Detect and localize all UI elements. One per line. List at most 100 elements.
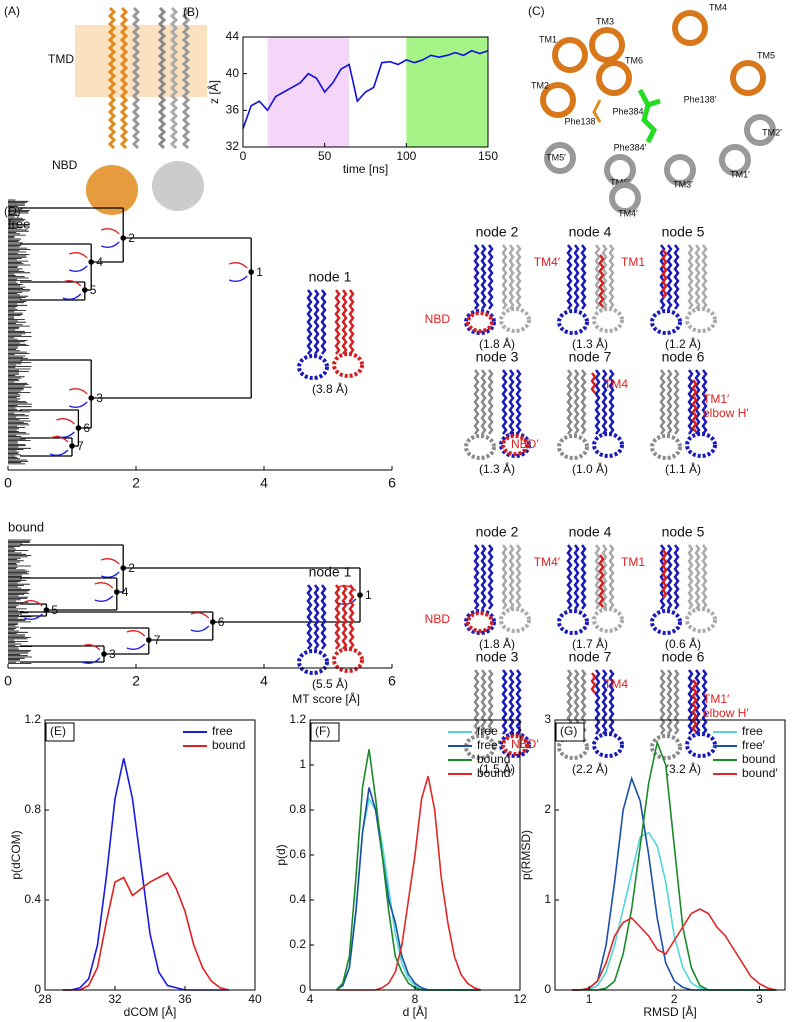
data-line	[572, 908, 777, 991]
node-title: node 6	[662, 349, 705, 365]
structure	[297, 289, 364, 380]
node-arrow	[126, 630, 146, 637]
legend-label: bound	[477, 752, 510, 766]
structure	[557, 544, 624, 635]
nbd	[297, 649, 329, 675]
structure-label: TMD	[48, 52, 74, 66]
node-arrow	[100, 241, 120, 248]
node	[88, 395, 94, 401]
helix	[566, 244, 573, 310]
helix	[659, 669, 666, 735]
x-tick-label: 0	[4, 673, 12, 689]
highlight	[590, 672, 597, 694]
nbd	[592, 607, 624, 633]
helix-ring	[730, 60, 766, 96]
x-axis-label: time [ns]	[343, 162, 388, 176]
x-tick-label: 40	[248, 992, 262, 1006]
y-tick-label: 36	[226, 103, 240, 117]
helix	[673, 244, 680, 310]
panel-label: (E)	[50, 724, 66, 738]
nbd	[650, 609, 682, 635]
highlight	[661, 549, 668, 599]
helix	[480, 369, 487, 435]
structure-label: TM6	[625, 55, 643, 65]
helix	[501, 244, 508, 310]
helix	[515, 369, 522, 435]
helix	[601, 669, 608, 735]
node-title: node 7	[569, 349, 612, 365]
nbd	[557, 609, 589, 635]
panel-box	[555, 722, 585, 742]
x-tick-label: 6	[388, 673, 396, 689]
x-tick-label: 8	[412, 992, 419, 1006]
y-tick-label: 0.6	[289, 847, 306, 861]
helix	[594, 369, 601, 435]
helix-ring	[744, 114, 776, 146]
node-score: (3.2 Å)	[665, 761, 701, 776]
nbd	[650, 309, 682, 335]
nbd-blob	[86, 165, 138, 215]
node-title: node 7	[569, 649, 612, 665]
helix	[157, 6, 167, 150]
helix-ring	[672, 10, 708, 46]
y-tick-label: 1	[299, 757, 306, 771]
x-tick-label: 6	[388, 475, 396, 491]
panel-box	[45, 722, 75, 742]
helix	[320, 289, 327, 355]
legend-label: free	[212, 724, 233, 738]
node-arrow	[68, 265, 88, 272]
node-arrow	[81, 657, 101, 664]
chart-title: free	[8, 216, 30, 231]
y-tick-label: 0.4	[289, 892, 306, 906]
structure-label: TM5	[757, 50, 775, 60]
node-arrow	[94, 582, 114, 589]
nbd	[557, 434, 589, 460]
data-line	[572, 775, 777, 991]
helix	[473, 544, 480, 610]
helix	[508, 244, 515, 310]
helix	[107, 6, 117, 150]
node-arrow	[100, 571, 120, 578]
node-arrow	[228, 275, 248, 282]
helix	[313, 584, 320, 650]
annotation: TM4	[604, 377, 628, 391]
helix	[687, 244, 694, 310]
highlight	[501, 434, 529, 456]
x-axis-label: MT score [Å]	[292, 691, 360, 706]
node-title: node 1	[309, 269, 352, 285]
y-tick-label: 0.8	[24, 802, 41, 816]
helix	[573, 244, 580, 310]
structure-label: TM2′	[762, 127, 782, 137]
nbd-blob	[152, 161, 204, 211]
legend-label: bound′	[477, 766, 513, 780]
node-label: 4	[96, 255, 103, 269]
structure-label: TM4′	[618, 208, 638, 218]
x-tick-label: 32	[108, 992, 122, 1006]
legend-label: bound	[212, 738, 245, 752]
y-tick-label: 0.4	[24, 892, 41, 906]
structure	[297, 584, 364, 675]
helix	[480, 244, 487, 310]
node-label: 2	[128, 231, 135, 245]
helix	[594, 244, 601, 310]
panel-box	[310, 722, 340, 742]
node-arrow	[337, 598, 357, 605]
legend-label: free′	[742, 738, 766, 752]
y-tick-label: 0	[299, 982, 306, 996]
y-tick-label: 1.2	[24, 712, 41, 726]
x-tick-label: 50	[318, 149, 332, 163]
x-tick-label: 2	[132, 673, 140, 689]
x-tick-label: 12	[513, 992, 527, 1006]
helix	[473, 244, 480, 310]
helix	[306, 584, 313, 650]
node	[120, 235, 126, 241]
highlight	[501, 734, 529, 756]
y-tick-label: 1.2	[289, 712, 306, 726]
x-axis-label: d [Å]	[403, 1004, 428, 1019]
y-tick-label: 40	[226, 66, 240, 80]
node-label: 3	[96, 391, 103, 405]
annotation: NBD	[425, 612, 451, 626]
nbd	[297, 354, 329, 380]
helix	[673, 369, 680, 435]
x-tick-label: 4	[260, 475, 268, 491]
